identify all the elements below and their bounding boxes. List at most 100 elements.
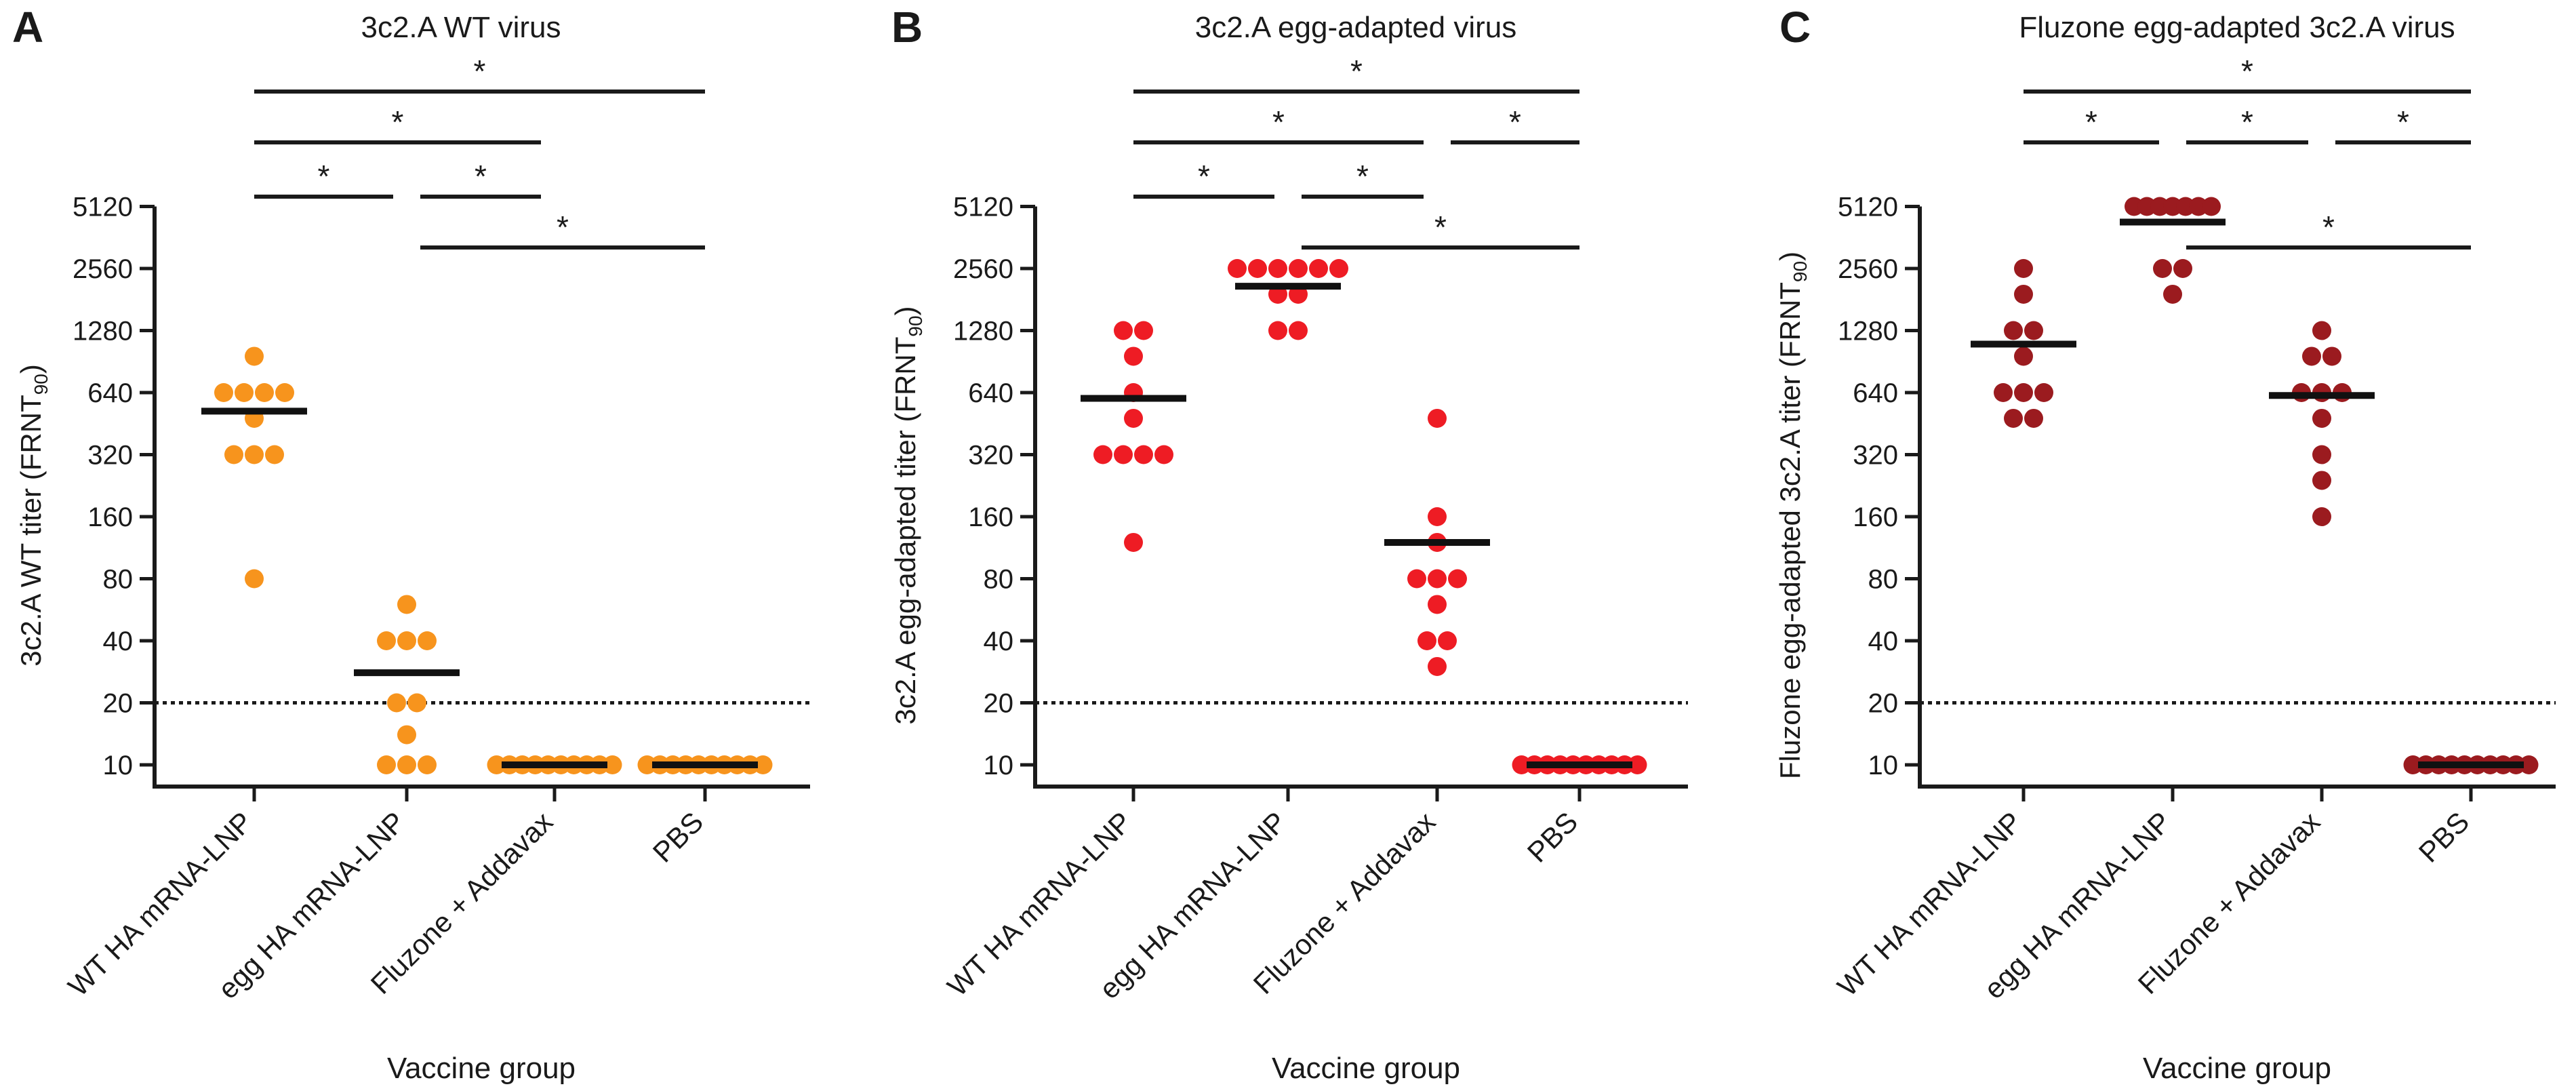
y-tick-label: 2560 [953, 254, 1013, 284]
significance-star: * [1198, 159, 1210, 194]
significance-star: * [2085, 104, 2097, 140]
y-tick-label: 160 [1853, 502, 1898, 532]
y-tick-label: 20 [103, 689, 134, 719]
data-point [2312, 408, 2331, 428]
data-point [1268, 259, 1287, 278]
data-point [245, 346, 264, 366]
significance-star: * [2397, 104, 2409, 140]
data-point [377, 755, 396, 774]
x-tick-label: PBS [647, 806, 710, 869]
y-axis-label-subscript: 90 [905, 315, 926, 336]
panel-letter: B [891, 3, 923, 52]
significance-star: * [1272, 104, 1285, 140]
data-point [2312, 321, 2331, 340]
data-point [2004, 321, 2023, 340]
y-tick-label: 20 [1868, 689, 1899, 719]
significance-star: * [1350, 54, 1363, 89]
significance-star: * [2241, 54, 2253, 89]
y-tick-label: 2560 [1838, 254, 1898, 284]
x-tick-label: PBS [1521, 806, 1584, 869]
data-point [1428, 507, 1447, 526]
data-point [603, 755, 622, 774]
y-tick-label: 80 [103, 565, 134, 595]
data-point [1134, 445, 1153, 464]
significance-star: * [318, 159, 330, 194]
y-tick-label: 10 [984, 751, 1014, 780]
data-point [418, 755, 437, 774]
data-point [2014, 284, 2033, 304]
data-point [1248, 259, 1267, 278]
x-tick-label: PBS [2413, 806, 2476, 869]
data-point [1268, 321, 1287, 340]
data-point [1448, 569, 1467, 589]
data-point [397, 725, 416, 745]
y-tick-label: 1280 [953, 317, 1013, 346]
data-point [275, 383, 294, 402]
y-tick-label: 320 [87, 441, 133, 471]
data-point [1428, 656, 1447, 676]
chart-title: 3c2.A egg-adapted virus [1195, 11, 1517, 44]
panel-b: B 3c2.A egg-adapted virus 10 20 40 80 160 320 64… [889, 3, 1688, 1085]
y-axis-label-subscript: 90 [31, 374, 52, 395]
y-tick-label: 160 [968, 502, 1013, 532]
y-tick-label: 320 [1853, 441, 1898, 471]
y-axis-label: 3c2.A egg-adapted titer (FRNT90) [889, 306, 926, 724]
y-tick-label: 10 [103, 751, 134, 780]
data-point [1994, 383, 2013, 402]
data-point [1124, 408, 1143, 428]
y-tick-label: 640 [87, 378, 133, 408]
data-point [397, 631, 416, 650]
y-tick-label: 1280 [73, 317, 133, 346]
y-tick-label: 160 [87, 502, 133, 532]
data-point [2034, 383, 2053, 402]
y-tick-label: 40 [1868, 627, 1899, 656]
data-point [397, 595, 416, 614]
data-point [418, 631, 437, 650]
data-point [1228, 259, 1247, 278]
data-point [214, 383, 233, 402]
significance-star: * [1509, 104, 1521, 140]
y-tick-label: 20 [984, 689, 1014, 719]
y-tick-label: 5120 [953, 193, 1013, 222]
data-point [2014, 383, 2033, 402]
data-point [265, 445, 284, 464]
data-point [387, 693, 406, 713]
data-point [2312, 445, 2331, 464]
significance-star: * [2241, 104, 2253, 140]
y-axis-label-close: ) [1774, 252, 1806, 261]
data-point [245, 445, 264, 464]
data-point [1154, 445, 1173, 464]
y-tick-label: 40 [984, 627, 1014, 656]
y-tick-label: 1280 [1838, 317, 1898, 346]
y-axis-label-text: Fluzone egg-adapted 3c2.A titer (FRNT [1774, 282, 1806, 779]
data-point [1114, 321, 1133, 340]
data-point [2173, 259, 2192, 278]
y-tick-label: 5120 [73, 193, 133, 222]
significance-star: * [392, 104, 404, 140]
data-point [1289, 321, 1308, 340]
significance-star: * [475, 159, 487, 194]
data-point [2302, 346, 2321, 366]
data-point [1428, 569, 1447, 589]
data-point [255, 383, 274, 402]
data-point [753, 755, 773, 774]
data-point [2024, 321, 2043, 340]
data-point [1134, 321, 1153, 340]
y-axis-label-subscript: 90 [1790, 261, 1811, 282]
data-point [377, 631, 396, 650]
data-point [2312, 507, 2331, 526]
data-point [1438, 631, 1457, 650]
data-point [224, 445, 243, 464]
data-point [2312, 471, 2331, 490]
data-point [2519, 755, 2539, 774]
x-axis-label: Vaccine group [387, 1052, 576, 1085]
significance-star: * [557, 210, 569, 245]
data-point [1428, 595, 1447, 614]
significance-star: * [1356, 159, 1369, 194]
chart-title: 3c2.A WT virus [361, 11, 561, 44]
y-axis-label-text: 3c2.A egg-adapted titer (FRNT [889, 337, 921, 725]
data-point [2014, 259, 2033, 278]
y-tick-label: 640 [1853, 378, 1898, 408]
data-point [1329, 259, 1348, 278]
